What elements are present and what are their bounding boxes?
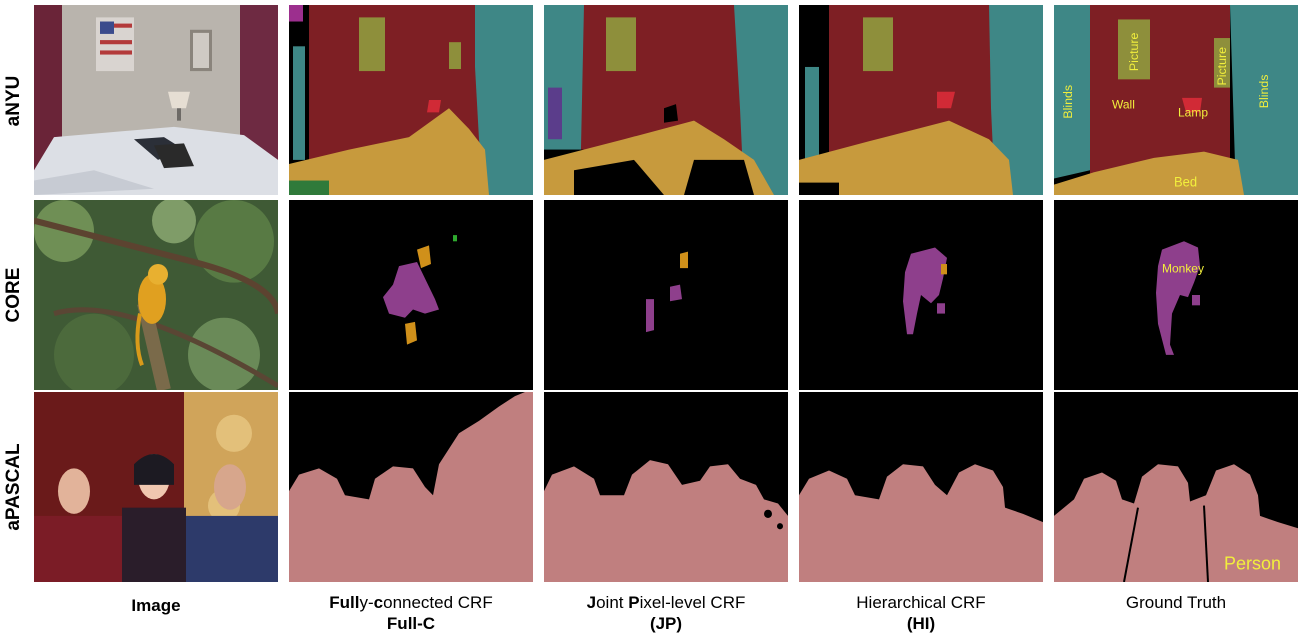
- core-fullc-segmentation: [289, 200, 533, 390]
- gt-label-monkey: Monkey: [1162, 261, 1205, 275]
- anyu-ground-truth: Blinds Picture Picture Blinds Wall Lamp …: [1054, 5, 1298, 195]
- caption-ground-truth-line1: Ground Truth: [1125, 593, 1227, 612]
- apascal-ground-truth: Person: [1054, 392, 1298, 582]
- row-label-anyu: aNYU: [3, 75, 24, 127]
- gt-label-picture-left: Picture: [1127, 32, 1141, 71]
- caption-hi-line2: (HI): [906, 614, 936, 633]
- anyu-hi-segmentation: [799, 5, 1043, 195]
- core-photo: [34, 200, 278, 390]
- row-label-core: CORE: [3, 267, 24, 323]
- core-jp-segmentation: [544, 200, 788, 390]
- caption-hi: Hierarchical CRF (HI): [799, 592, 1043, 634]
- anyu-jp-segmentation: [544, 5, 788, 195]
- caption-ground-truth: Ground Truth: [1054, 592, 1298, 613]
- core-ground-truth: Monkey: [1054, 200, 1298, 390]
- apascal-jp-segmentation: [544, 392, 788, 582]
- caption-hi-line1: Hierarchical CRF: [856, 593, 986, 612]
- gt-label-lamp: Lamp: [1178, 105, 1208, 119]
- caption-jp: Joint Pixel-level CRF (JP): [544, 592, 788, 634]
- gt-label-picture-right: Picture: [1215, 47, 1229, 86]
- caption-fullc: Fully-connected CRF Full-C: [289, 592, 533, 634]
- gt-label-wall: Wall: [1112, 97, 1135, 111]
- caption-image-line1: Image: [131, 596, 181, 615]
- anyu-photo: [34, 5, 278, 195]
- apascal-photo: [34, 392, 278, 582]
- gt-label-person: Person: [1224, 552, 1281, 573]
- core-hi-segmentation: [799, 200, 1043, 390]
- apascal-hi-segmentation: [799, 392, 1043, 582]
- apascal-fullc-segmentation: [289, 392, 533, 582]
- gt-label-bed: Bed: [1174, 175, 1197, 190]
- gt-label-blinds-right: Blinds: [1257, 75, 1271, 109]
- caption-image: Image: [34, 595, 278, 616]
- anyu-fullc-segmentation: [289, 5, 533, 195]
- caption-fullc-line1: Fully-connected CRF: [329, 593, 493, 612]
- row-label-apascal: aPASCAL: [3, 443, 24, 531]
- gt-label-blinds-left: Blinds: [1061, 85, 1075, 119]
- caption-fullc-line2: Full-C: [386, 614, 436, 633]
- caption-jp-line2: (JP): [649, 614, 683, 633]
- caption-jp-line1: Joint Pixel-level CRF: [586, 593, 746, 612]
